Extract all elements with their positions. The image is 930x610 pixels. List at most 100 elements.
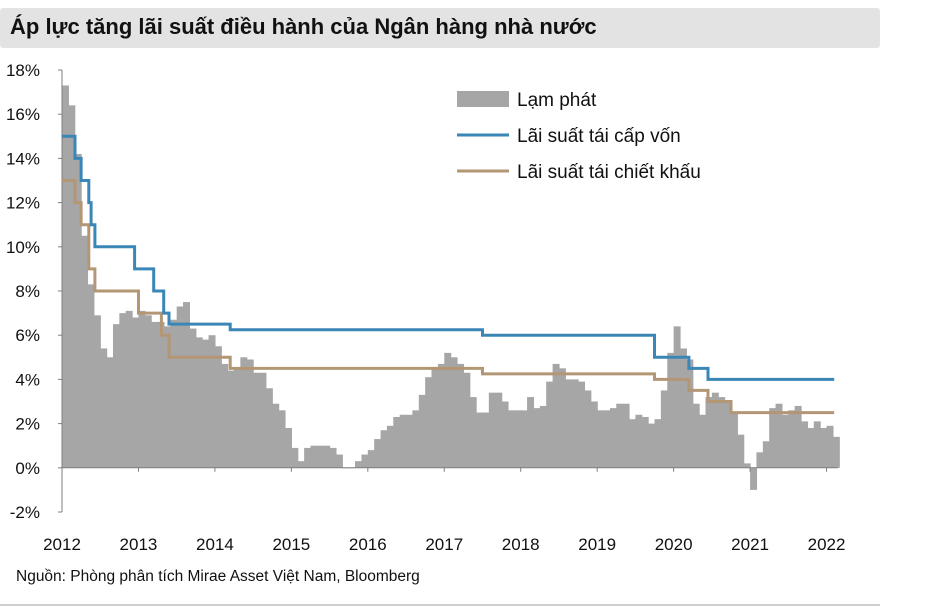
- inflation-bar: [622, 403, 630, 468]
- inflation-bar: [699, 414, 707, 468]
- inflation-bar: [444, 352, 452, 468]
- inflation-bar: [431, 368, 439, 468]
- inflation-bar: [329, 447, 337, 468]
- inflation-bar: [533, 408, 541, 468]
- chart-title: Áp lực tăng lãi suất điều hành của Ngân …: [10, 14, 597, 39]
- inflation-bar: [527, 397, 535, 468]
- inflation-bar: [558, 368, 566, 468]
- inflation-bar: [711, 392, 719, 468]
- inflation-bar: [367, 450, 375, 468]
- inflation-bar: [737, 434, 745, 468]
- inflation-bar: [552, 363, 560, 468]
- inflation-bar: [157, 321, 165, 468]
- inflation-bar: [425, 377, 433, 468]
- legend-discount-label: Lãi suất tái chiết khấu: [517, 162, 701, 183]
- inflation-bar: [202, 339, 210, 468]
- inflation-bar: [310, 445, 318, 468]
- inflation-bar: [74, 153, 82, 468]
- chart: 18%16%14%12%10%8%6%4%2%0%-2% 2012 2013 201…: [6, 61, 845, 554]
- inflation-bar: [756, 452, 764, 468]
- title-bar: Áp lực tăng lãi suất điều hành của Ngân …: [0, 8, 880, 48]
- inflation-bar: [272, 403, 280, 468]
- inflation-bar: [93, 315, 101, 468]
- inflation-bar: [743, 463, 751, 468]
- inflation-bar: [578, 381, 586, 468]
- source-note: Nguồn: Phòng phân tích Mirae Asset Việt …: [16, 568, 420, 585]
- inflation-bar: [546, 381, 554, 468]
- inflation-bar: [227, 370, 235, 468]
- inflation-bar: [469, 397, 477, 468]
- inflation-bar: [183, 302, 190, 468]
- inflation-bar: [214, 346, 222, 468]
- inflation-bar: [323, 445, 331, 468]
- inflation-bar: [629, 419, 637, 468]
- y-tick-label: 16%: [6, 105, 40, 124]
- inflation-bar: [195, 337, 203, 468]
- inflation-bar: [590, 401, 598, 468]
- inflation-bar: [673, 326, 681, 468]
- inflation-bar: [418, 394, 426, 468]
- inflation-bar: [81, 235, 89, 468]
- inflation-bar: [616, 403, 624, 468]
- inflation-bar: [769, 408, 777, 468]
- inflation-bar: [208, 335, 216, 468]
- inflation-bar: [291, 447, 299, 468]
- inflation-bar: [132, 317, 140, 468]
- inflation-bar: [730, 412, 738, 468]
- y-tick-label: 14%: [6, 149, 40, 168]
- inflation-bar: [762, 441, 770, 468]
- inflation-bar: [507, 410, 515, 468]
- inflation-bar: [437, 363, 445, 468]
- y-tick-label: 10%: [6, 238, 40, 257]
- inflation-bar: [316, 445, 324, 468]
- inflation-bar: [692, 403, 700, 468]
- rate-lines: [62, 134, 835, 415]
- inflation-bar: [278, 410, 286, 468]
- y-tick-label: 0%: [15, 459, 40, 478]
- inflation-bar: [406, 414, 414, 468]
- inflation-bar: [265, 388, 273, 468]
- y-tick-label: 2%: [15, 415, 40, 434]
- bottom-divider: [0, 604, 880, 606]
- x-tick-label: 2017: [425, 535, 463, 554]
- y-tick-label: 18%: [6, 61, 40, 80]
- inflation-bar: [718, 397, 726, 468]
- legend-inflation-swatch: [457, 91, 509, 107]
- inflation-bar: [597, 410, 605, 468]
- inflation-bar: [813, 421, 821, 468]
- inflation-bar: [495, 392, 503, 468]
- inflation-bar: [750, 467, 758, 490]
- inflation-bar: [144, 315, 152, 468]
- discount-rate-line: [62, 179, 835, 415]
- y-tick-label: 4%: [15, 370, 40, 389]
- inflation-bar: [660, 390, 668, 468]
- inflation-bar: [565, 379, 573, 468]
- inflation-bar: [246, 359, 254, 468]
- axes: [58, 69, 838, 513]
- inflation-bar: [189, 328, 197, 468]
- inflation-bar: [788, 410, 796, 468]
- inflation-bar: [87, 284, 95, 468]
- inflation-bar: [603, 410, 611, 468]
- inflation-bar: [100, 348, 108, 468]
- inflation-bar: [826, 425, 834, 468]
- inflation-bar: [457, 363, 465, 468]
- inflation-bar: [488, 392, 496, 468]
- inflation-bar: [635, 414, 643, 468]
- inflation-bar: [170, 319, 178, 468]
- inflation-bar: [125, 310, 133, 468]
- inflation-bar: [297, 461, 305, 468]
- inflation-bar: [106, 357, 114, 468]
- legend: Lạm phát Lãi suất tái cấp vốn Lãi suất tái…: [457, 90, 701, 183]
- inflation-bar: [463, 372, 471, 468]
- inflation-bar: [393, 416, 401, 468]
- inflation-bar: [335, 454, 343, 468]
- inflation-bar: [705, 397, 713, 468]
- x-tick-label: 2018: [502, 535, 540, 554]
- x-tick-label: 2014: [196, 535, 234, 554]
- x-tick-labels: 2012 2013 2014 2015 2016 2017 2018 2019 2020 2021…: [43, 535, 845, 554]
- inflation-bar: [609, 408, 617, 468]
- y-tick-label: 12%: [6, 194, 40, 213]
- inflation-bar: [68, 105, 76, 468]
- inflation-bar: [781, 414, 789, 468]
